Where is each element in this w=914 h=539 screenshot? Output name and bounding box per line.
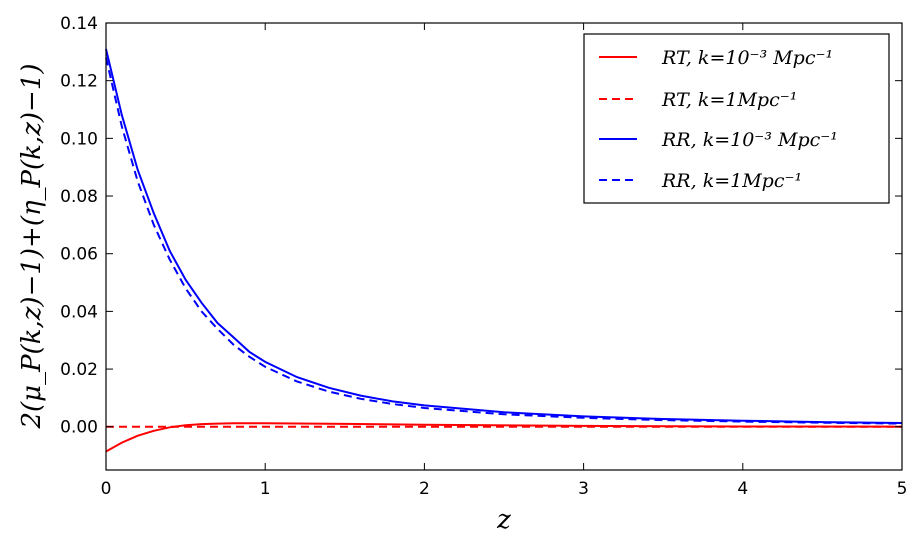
x-tick-label: 4 [737,479,748,499]
series-layer [105,48,903,453]
legend-label-rr-k1e-3: RR, k=10⁻³ Mpc⁻¹ [661,129,838,151]
y-tick-label: 0.08 [60,187,98,207]
y-tick-label: 0.00 [60,418,98,438]
series-line-3 [105,57,903,425]
y-tick-label: 0.14 [60,14,98,34]
x-tick-label: 5 [897,479,908,499]
x-tick-label: 1 [260,479,271,499]
legend-label-rt-k1e-3: RT, k=10⁻³ Mpc⁻¹ [661,47,833,69]
y-tick-label: 0.04 [60,302,98,322]
series-line-2 [105,48,903,424]
series-line-0 [105,422,903,453]
y-axis-label: 2(μ_P(k,z)−1)+(η_P(k,z)−1) [17,63,47,429]
legend-label-rt-k1: RT, k=1Mpc⁻¹ [661,89,797,111]
y-tick-label: 0.12 [60,72,98,92]
y-tick-label: 0.10 [60,129,98,149]
x-axis-label-text: z [496,505,511,535]
legend-box [583,33,890,204]
plot-frame [105,22,903,471]
x-tick-label: 0 [101,479,112,499]
y-axis-label-text: 2(μ_P(k,z)−1)+(η_P(k,z)−1) [17,63,47,429]
legend: RT, k=10⁻³ Mpc⁻¹ RT, k=1Mpc⁻¹ RR, k=10⁻³… [583,33,890,204]
legend-label-rr-k1: RR, k=1Mpc⁻¹ [661,170,802,192]
y-tick-label: 0.06 [60,245,98,265]
x-axis-label: z [496,505,511,535]
x-tick-label: 3 [578,479,589,499]
tick-layer: 0 1 2 3 4 5 0.00 0.02 0.04 0.06 0.08 0.10 0.12 0.14 [60,14,907,499]
x-tick-label: 2 [419,479,430,499]
y-tick-label: 0.02 [60,360,98,380]
